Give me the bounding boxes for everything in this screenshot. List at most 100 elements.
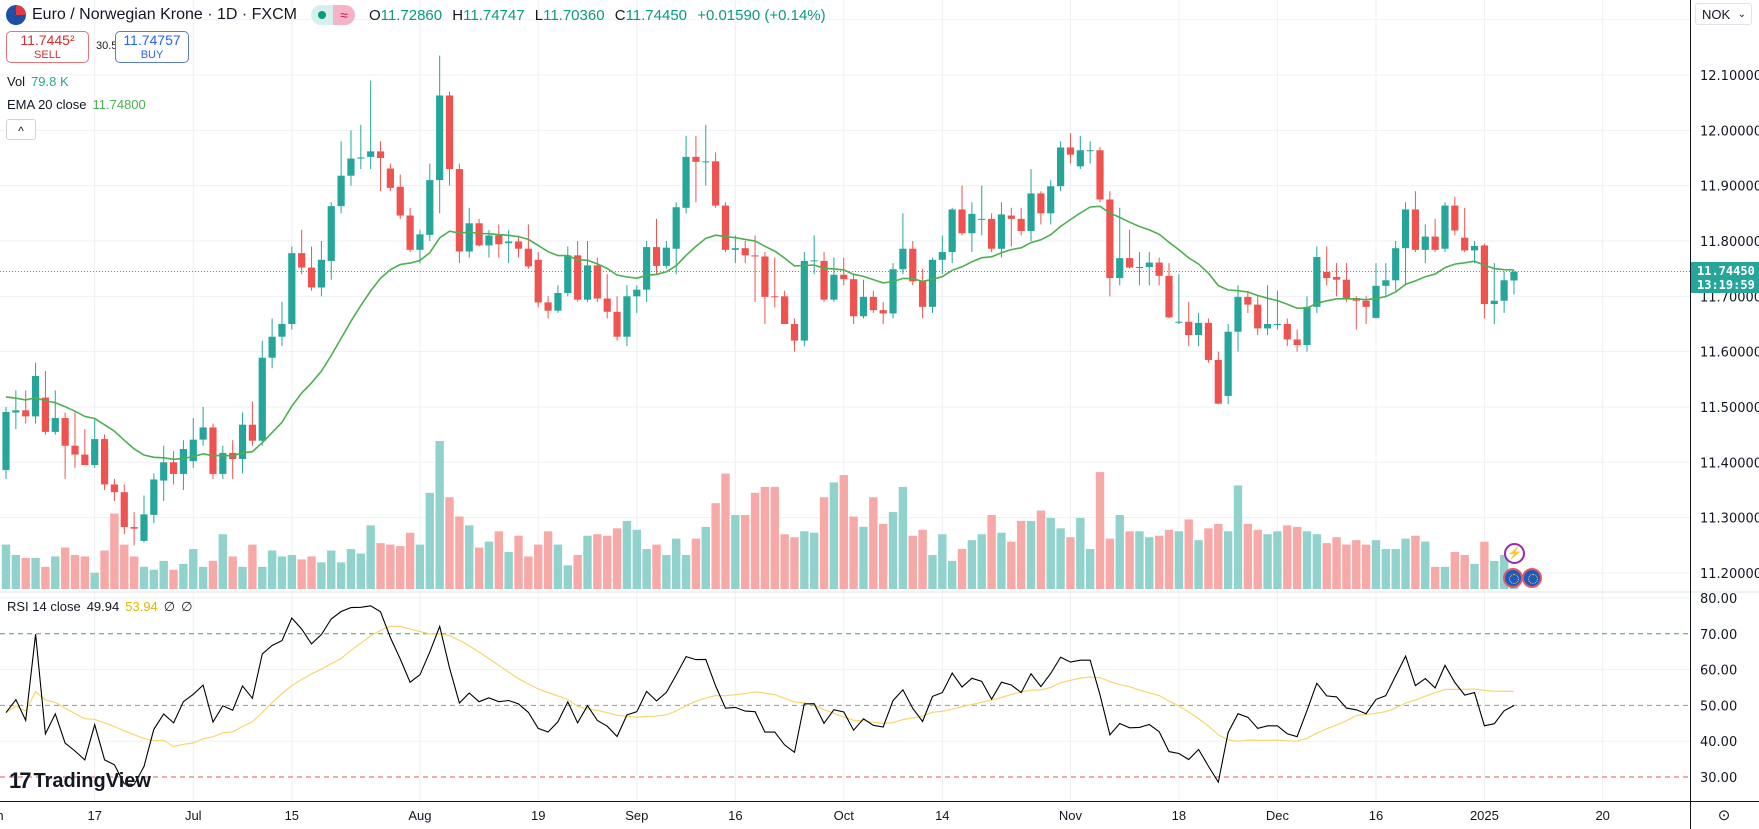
- volume-bar: [622, 520, 632, 589]
- lightning-event-icon[interactable]: ⚡: [1504, 543, 1525, 564]
- candle-body: [623, 296, 631, 337]
- volume-bar: [90, 572, 99, 589]
- candle-body: [465, 223, 473, 252]
- candle: [1342, 263, 1351, 302]
- candle-body: [130, 527, 138, 529]
- volume-bar: [563, 565, 572, 589]
- candle-body: [455, 169, 463, 252]
- candle: [919, 268, 927, 319]
- volume-bar: [553, 544, 563, 589]
- candle-body: [514, 241, 523, 249]
- volume-bar: [770, 486, 779, 589]
- candle: [672, 202, 680, 275]
- candle-body: [219, 452, 227, 474]
- candle: [110, 478, 119, 502]
- candle: [1254, 296, 1262, 336]
- candle: [71, 412, 79, 468]
- candle-body: [1116, 258, 1124, 279]
- candle: [1362, 296, 1370, 324]
- time-tick-label: Jun: [0, 808, 4, 823]
- candle: [948, 207, 956, 264]
- time-tick-label: 14: [935, 808, 949, 823]
- candle-body: [1076, 150, 1084, 167]
- candle-body: [150, 479, 158, 515]
- candle: [1185, 301, 1193, 347]
- candle-body: [1451, 205, 1459, 231]
- candle: [219, 445, 227, 479]
- candle: [968, 202, 976, 253]
- candle: [1263, 285, 1272, 336]
- candle-body: [169, 462, 178, 474]
- candle-body: [790, 323, 799, 341]
- candle-body: [307, 267, 316, 288]
- tradingview-logo[interactable]: 17 TradingView: [9, 768, 151, 794]
- candle-body: [1470, 245, 1479, 251]
- currency-select[interactable]: NOK ⌄: [1695, 3, 1752, 25]
- volume-bar: [1204, 528, 1213, 589]
- time-tick-label: Sep: [625, 808, 648, 823]
- buy-button[interactable]: 11.74757 BUY: [115, 31, 189, 63]
- volume-legend[interactable]: Vol 79.8 K: [7, 74, 69, 89]
- candle-body: [603, 298, 611, 312]
- candle: [869, 290, 877, 313]
- candle: [643, 240, 651, 302]
- collapse-legend-button[interactable]: ^: [6, 119, 36, 140]
- volume-bar: [809, 532, 819, 589]
- volume-bar: [1411, 535, 1420, 589]
- volume-bar: [1312, 534, 1322, 589]
- candle-body: [337, 175, 345, 207]
- candle: [1510, 270, 1518, 295]
- eu-event-flag-icon[interactable]: [1503, 568, 1523, 588]
- candle: [485, 229, 493, 258]
- currency-select-value: NOK: [1702, 7, 1731, 22]
- candle-body: [1254, 304, 1262, 329]
- sell-button[interactable]: 11.7445² SELL: [6, 31, 89, 63]
- rsi-legend[interactable]: RSI 14 close 49.94 53.94 ∅ ∅: [7, 599, 192, 615]
- candle-body: [278, 323, 286, 337]
- candle: [741, 240, 749, 264]
- eu-event-flag-icon[interactable]: [1522, 568, 1542, 588]
- volume-bar: [1154, 535, 1164, 589]
- time-tick-label: 15: [285, 808, 299, 823]
- volume-bar: [662, 554, 671, 589]
- candle: [1273, 290, 1282, 330]
- status-badge[interactable]: ≈: [310, 5, 355, 25]
- settings-icon[interactable]: ⊙: [1714, 806, 1734, 824]
- candle: [357, 124, 365, 170]
- candle: [1194, 312, 1203, 347]
- symbol-title[interactable]: Euro / Norwegian Krone · 1D · FXCM: [32, 6, 297, 23]
- candle-body: [564, 255, 572, 294]
- candle-body: [1313, 257, 1321, 307]
- candle: [859, 279, 868, 319]
- ema-legend[interactable]: EMA 20 close 11.74800: [7, 97, 146, 112]
- candle: [406, 207, 414, 253]
- volume-bar: [859, 526, 868, 589]
- candle: [1106, 191, 1114, 297]
- candle: [386, 163, 394, 192]
- candle: [347, 130, 355, 186]
- candle: [1214, 351, 1222, 405]
- volume-bar: [1273, 531, 1282, 589]
- volume-bar: [1184, 519, 1193, 589]
- candle-body: [968, 213, 976, 234]
- time-tick-label: 2025: [1470, 808, 1499, 823]
- candle: [544, 296, 552, 319]
- volume-bar: [780, 534, 789, 589]
- candle-body: [741, 248, 749, 256]
- volume-bars: [1, 441, 1519, 589]
- volume-bar: [1450, 552, 1460, 589]
- candle-body: [682, 156, 690, 208]
- volume-bar: [494, 531, 503, 589]
- candle-body: [386, 168, 394, 188]
- candle-body: [800, 260, 808, 341]
- volume-bar: [1233, 485, 1243, 589]
- candle: [100, 434, 109, 490]
- price-tick-label: 11.70000: [1700, 290, 1759, 305]
- candle: [416, 229, 424, 264]
- candle-body: [731, 248, 739, 250]
- candle: [189, 418, 197, 468]
- candle: [997, 202, 1006, 258]
- candle: [199, 406, 207, 446]
- volume-bar: [327, 550, 336, 589]
